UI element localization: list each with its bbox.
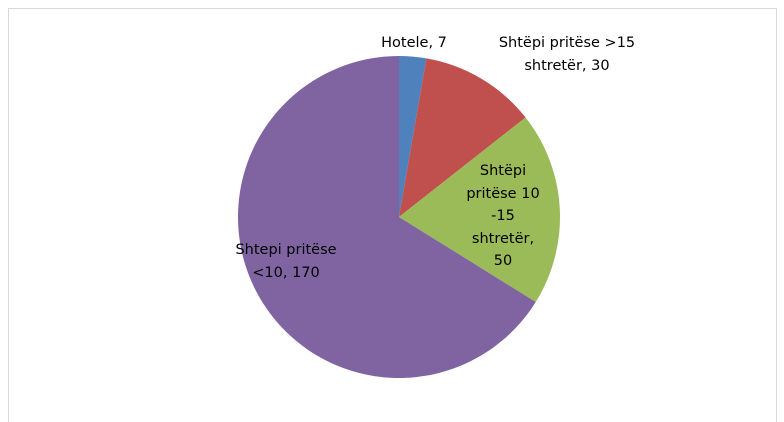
pie-slice <box>237 56 536 378</box>
data-label: Shtëpi pritëse >15 shtretër, 30 <box>498 35 636 74</box>
pie-slice <box>399 56 427 217</box>
pie-slice <box>399 58 526 218</box>
data-label: Shtepi pritëse <10, 170 <box>235 242 337 281</box>
data-label: Shtëpi pritëse 10 -15 shtretër, 50 <box>466 163 540 269</box>
pie-slice <box>399 117 561 303</box>
data-label: Hotele, 7 <box>381 35 447 51</box>
chart-frame <box>8 8 777 422</box>
